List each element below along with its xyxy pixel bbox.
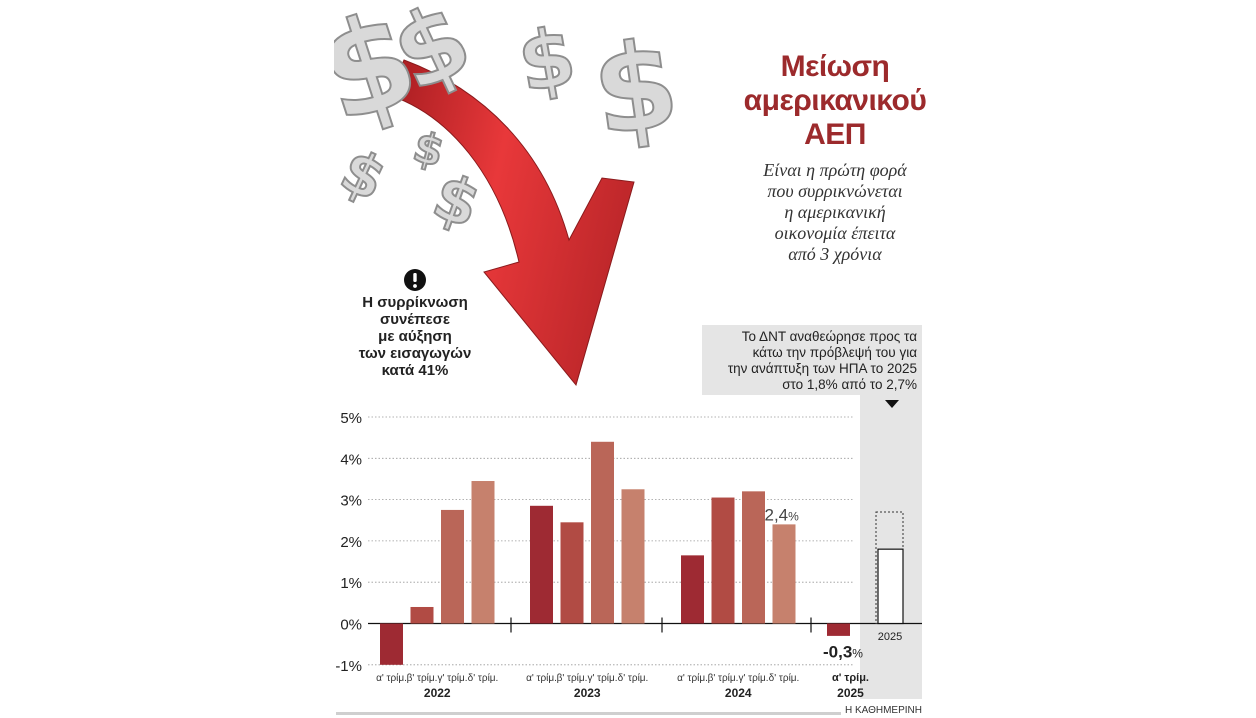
forecast-label: 2025	[878, 631, 902, 643]
subhead-line: οικονομία έπειτα	[774, 223, 896, 243]
subhead-line: η αμερικανική	[784, 202, 886, 222]
gdp-bar-chart: 5%4%3%2%1%0%-1%α' τρίμ. β' τρίμ. γ' τρίμ. δ…	[335, 395, 922, 700]
note-text: Η συρρίκνωση συνέπεσε με αύξηση των εισα…	[350, 294, 480, 379]
bar-2023-q2	[560, 522, 584, 624]
svg-text:$: $	[511, 9, 582, 110]
quarter-label: α' τρίμ.	[526, 672, 557, 684]
quarter-label: α' τρίμ.	[376, 672, 407, 684]
bar-2023-q4	[621, 489, 645, 624]
quarter-label: α' τρίμ.	[677, 672, 708, 684]
forecast-bar	[877, 548, 904, 625]
quarter-label: β' τρίμ.	[407, 672, 438, 684]
quarter-label: δ' τρίμ.	[618, 672, 649, 684]
data-label: 2,4%	[765, 505, 800, 524]
svg-text:$: $	[334, 136, 396, 215]
bar-2022-q3	[441, 509, 464, 624]
svg-text:$: $	[585, 15, 687, 164]
y-tick-label: 3%	[340, 493, 362, 510]
y-tick-label: 4%	[340, 451, 362, 468]
subhead: Είναι η πρώτη φορά που συρρικνώνεται η α…	[730, 160, 940, 265]
year-label: 2022	[424, 686, 451, 700]
bar-2023-q3	[591, 441, 614, 624]
headline-line1: Μείωση	[780, 50, 890, 83]
bar-2024-q3	[742, 491, 765, 624]
bar-2022-q2	[410, 606, 434, 624]
red-arrow-icon	[388, 59, 635, 387]
quarter-label: δ' τρίμ.	[769, 672, 800, 684]
bar-2024-q4	[772, 524, 796, 624]
year-label: 2023	[574, 686, 601, 700]
note-line: Η συρρίκνωση	[362, 294, 468, 311]
note-line: με αύξηση	[378, 328, 452, 345]
bar-2024-q2	[711, 497, 735, 624]
source-credit: Η ΚΑΘΗΜΕΡΙΝΗ	[840, 705, 922, 716]
quarter-label: γ' τρίμ.	[587, 672, 617, 684]
y-tick-label: 2%	[340, 534, 362, 551]
forecast-note-line: κάτω την πρόβλεψή του για	[752, 345, 917, 360]
subhead-line: Είναι η πρώτη φορά	[763, 160, 907, 180]
bar-2024-q1	[681, 555, 704, 624]
bar-2025-q1	[827, 623, 850, 636]
year-label: 2024	[725, 686, 752, 700]
quarter-label: α' τρίμ.	[832, 672, 869, 684]
note-line: κατά 41%	[381, 362, 449, 379]
note-line: συνέπεσε	[379, 311, 451, 328]
quarter-label: δ' τρίμ.	[468, 672, 499, 684]
note-box: Η συρρίκνωση συνέπεσε με αύξηση των εισα…	[350, 268, 480, 379]
quarter-label: β' τρίμ.	[708, 672, 739, 684]
forecast-note-line: Το ΔΝΤ αναθεώρησε προς τα	[741, 329, 917, 344]
bar-2022-q4	[471, 481, 495, 624]
down-arrow-icon	[885, 400, 899, 408]
subhead-line: από 3 χρόνια	[788, 244, 882, 264]
bar-2022-q1	[380, 623, 403, 665]
quarter-label: γ' τρίμ.	[738, 672, 768, 684]
year-label: 2025	[837, 686, 864, 700]
forecast-panel	[860, 395, 922, 699]
forecast-note-box: Το ΔΝΤ αναθεώρησε προς τα κάτω την πρόβλ…	[702, 325, 922, 395]
y-tick-label: 5%	[340, 410, 362, 427]
forecast-note-line: την ανάπτυξη των ΗΠΑ το 2025	[727, 361, 917, 376]
headline-line2: αμερικανικού	[743, 84, 927, 117]
subhead-line: που συρρικνώνεται	[767, 181, 903, 201]
bar-2023-q1	[530, 505, 553, 624]
bottom-rule	[336, 712, 922, 715]
headline-line3: ΑΕΠ	[804, 118, 866, 151]
data-label: -0,3%	[823, 643, 863, 662]
y-tick-label: 0%	[340, 617, 362, 634]
note-line: των εισαγωγών	[358, 345, 472, 362]
forecast-note-text: Το ΔΝΤ αναθεώρησε προς τα κάτω την πρόβλ…	[707, 329, 917, 393]
y-tick-label: 1%	[340, 575, 362, 592]
y-tick-label: -1%	[335, 658, 362, 675]
headline: Μείωση αμερικανικού ΑΕΠ	[730, 50, 940, 152]
svg-text:$: $	[334, 0, 434, 153]
quarter-label: γ' τρίμ.	[437, 672, 467, 684]
quarter-label: β' τρίμ.	[557, 672, 588, 684]
exclamation-circle-icon	[404, 269, 426, 291]
falling-dollar-arrow-illustration: $ $ $ $ $ $ $	[334, 0, 688, 387]
forecast-note-line: στο 1,8% από το 2,7%	[782, 377, 917, 392]
